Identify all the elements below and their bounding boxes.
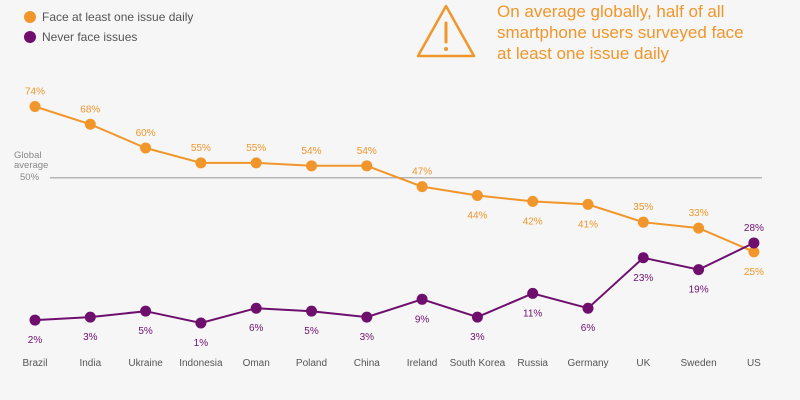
data-point-face-at-least-one-issue-daily-7 (416, 181, 428, 193)
annotation-line-1: On average globally, half of all (497, 2, 724, 21)
legend-label-never-face-issues: Never face issues (42, 30, 137, 44)
data-label-never-face-issues-4: 6% (249, 323, 264, 334)
annotation: On average globally, half of all smartph… (416, 2, 744, 63)
legend: Face at least one issue daily Never face… (24, 10, 193, 44)
x-tick-label-12: Sweden (681, 358, 717, 369)
data-label-face-at-least-one-issue-daily-12: 33% (689, 208, 709, 219)
x-tick-label-9: Russia (517, 358, 548, 369)
data-point-face-at-least-one-issue-daily-2 (140, 142, 152, 154)
x-axis-labels: Brazil India Ukraine Indonesia Oman Poland Chi… (22, 358, 761, 369)
data-label-never-face-issues-0: 2% (28, 335, 43, 346)
data-point-never-face-issues-0 (29, 314, 41, 326)
data-point-face-at-least-one-issue-daily-4 (250, 157, 262, 169)
data-point-face-at-least-one-issue-daily-0 (29, 101, 41, 112)
data-point-face-at-least-one-issue-daily-12 (693, 222, 705, 234)
data-label-face-at-least-one-issue-daily-11: 35% (633, 202, 653, 213)
data-point-face-at-least-one-issue-daily-1 (84, 118, 96, 130)
series-face-at-least-one-issue-daily: 74% 68% 60% 55% 55% 54% 54% 47% 44% 42% 41% 35% 33% 2… (25, 87, 764, 278)
data-label-never-face-issues-6: 3% (360, 332, 375, 343)
warning-triangle-icon (416, 4, 476, 58)
x-tick-label-8: South Korea (450, 358, 506, 369)
data-point-face-at-least-one-issue-daily-11 (637, 216, 649, 228)
data-label-never-face-issues-5: 5% (304, 326, 319, 337)
data-label-never-face-issues-7: 9% (415, 314, 430, 325)
data-label-face-at-least-one-issue-daily-2: 60% (136, 128, 156, 139)
data-point-never-face-issues-7 (416, 293, 428, 305)
data-label-never-face-issues-12: 19% (689, 285, 709, 296)
data-label-face-at-least-one-issue-daily-3: 55% (191, 143, 211, 154)
data-point-never-face-issues-10 (582, 302, 594, 314)
x-tick-label-1: India (79, 358, 101, 369)
reference-label-line-3: 50% (20, 172, 40, 183)
data-point-face-at-least-one-issue-daily-10 (582, 198, 594, 210)
reference-label-line-1: Global (14, 150, 41, 161)
x-tick-label-3: Indonesia (179, 358, 223, 369)
data-label-face-at-least-one-issue-daily-4: 55% (246, 143, 266, 154)
data-point-face-at-least-one-issue-daily-9 (527, 195, 539, 207)
data-point-never-face-issues-6 (361, 311, 373, 323)
series-never-face-issues: 2% 3% 5% 1% 6% 5% 3% 9% 3% 11% 6% 23% 19% 28% (28, 223, 764, 349)
data-point-never-face-issues-9 (527, 287, 539, 299)
data-point-never-face-issues-4 (250, 302, 262, 314)
data-label-face-at-least-one-issue-daily-10: 41% (578, 219, 598, 230)
data-point-never-face-issues-5 (306, 305, 317, 317)
data-label-face-at-least-one-issue-daily-13: 25% (744, 267, 764, 278)
reference-label-line-2: average (14, 160, 48, 171)
x-tick-label-2: Ukraine (128, 358, 163, 369)
data-label-face-at-least-one-issue-daily-1: 68% (80, 104, 100, 115)
data-point-face-at-least-one-issue-daily-8 (471, 189, 483, 201)
data-point-face-at-least-one-issue-daily-6 (361, 160, 373, 172)
data-point-face-at-least-one-issue-daily-5 (306, 160, 317, 172)
data-label-face-at-least-one-issue-daily-7: 47% (412, 167, 432, 178)
legend-swatch-face-issue-daily (24, 11, 36, 23)
data-label-never-face-issues-10: 6% (581, 323, 596, 334)
x-tick-label-6: China (354, 358, 381, 369)
data-point-never-face-issues-2 (140, 305, 152, 317)
annotation-line-2: smartphone users surveyed face (497, 23, 744, 42)
data-point-never-face-issues-11 (637, 252, 649, 264)
data-label-never-face-issues-2: 5% (138, 326, 153, 337)
data-point-face-at-least-one-issue-daily-3 (195, 157, 207, 169)
legend-swatch-never-face-issues (24, 31, 36, 43)
data-label-never-face-issues-8: 3% (470, 332, 485, 343)
x-tick-label-0: Brazil (22, 358, 47, 369)
data-label-never-face-issues-9: 11% (523, 308, 542, 319)
series-line-face-at-least-one-issue-daily (34, 105, 755, 253)
x-tick-label-13: US (747, 358, 761, 369)
series-line-never-face-issues (34, 241, 755, 325)
x-tick-label-10: Germany (567, 358, 608, 369)
legend-label-face-issue-daily: Face at least one issue daily (42, 10, 193, 24)
x-tick-label-5: Poland (296, 358, 327, 369)
data-label-never-face-issues-13: 28% (744, 223, 764, 234)
reference-line-group: Global average 50% (14, 150, 762, 183)
data-point-never-face-issues-8 (471, 311, 483, 323)
data-label-face-at-least-one-issue-daily-8: 44% (467, 210, 487, 221)
series-layer: 74% 68% 60% 55% 55% 54% 54% 47% 44% 42% 41% 35% 33% 2… (25, 87, 764, 350)
data-label-never-face-issues-3: 1% (194, 338, 209, 349)
data-label-face-at-least-one-issue-daily-9: 42% (523, 216, 543, 227)
annotation-line-3: at least one issue daily (497, 44, 669, 63)
data-label-never-face-issues-1: 3% (83, 332, 98, 343)
data-label-face-at-least-one-issue-daily-6: 54% (357, 146, 377, 157)
data-label-face-at-least-one-issue-daily-5: 54% (301, 146, 321, 157)
data-point-face-at-least-one-issue-daily-13 (748, 246, 760, 258)
data-label-face-at-least-one-issue-daily-0: 74% (25, 87, 45, 98)
x-tick-label-7: Ireland (407, 358, 438, 369)
data-point-never-face-issues-1 (84, 311, 96, 323)
data-label-never-face-issues-11: 23% (633, 273, 653, 284)
data-point-never-face-issues-12 (693, 264, 705, 276)
x-tick-label-11: UK (636, 358, 650, 369)
x-tick-label-4: Oman (243, 358, 270, 369)
data-point-never-face-issues-3 (195, 317, 207, 329)
data-point-never-face-issues-13 (748, 237, 760, 249)
